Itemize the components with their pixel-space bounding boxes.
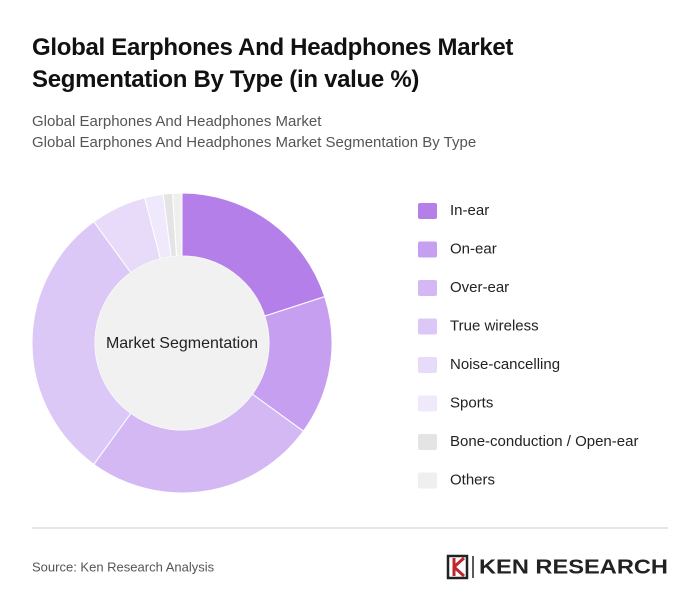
- chart-title: Global Earphones And Headphones Market S…: [32, 34, 514, 93]
- subtitle: Global Earphones And Headphones Market S…: [32, 134, 476, 151]
- donut-hole: [95, 256, 269, 430]
- legend-swatch: [418, 434, 437, 450]
- legend-swatch: [418, 357, 437, 373]
- legend-label: Sports: [450, 394, 493, 411]
- legend-swatch: [418, 241, 437, 258]
- subtitle: Global Earphones And Headphones Market: [32, 113, 322, 130]
- legend-label: Bone-conduction / Open-ear: [450, 433, 638, 450]
- legend-label: Noise-cancelling: [450, 356, 560, 373]
- legend-label: On-ear: [450, 240, 497, 257]
- source: Source: Ken Research Analysis: [32, 559, 215, 574]
- legend-swatch: [418, 203, 437, 219]
- legend-label: In-ear: [450, 202, 489, 219]
- center-label: Market Segmentation: [106, 335, 258, 352]
- brand: KEN RESEARCH: [479, 556, 668, 578]
- logo: [446, 554, 474, 580]
- legend-label: Others: [450, 471, 495, 488]
- legend-label: Over-ear: [450, 279, 509, 296]
- legend-label: True wireless: [450, 317, 539, 334]
- legend-swatch: [418, 318, 437, 335]
- legend-swatch: [418, 280, 437, 296]
- legend-swatch: [418, 472, 437, 489]
- legend-swatch: [418, 395, 437, 412]
